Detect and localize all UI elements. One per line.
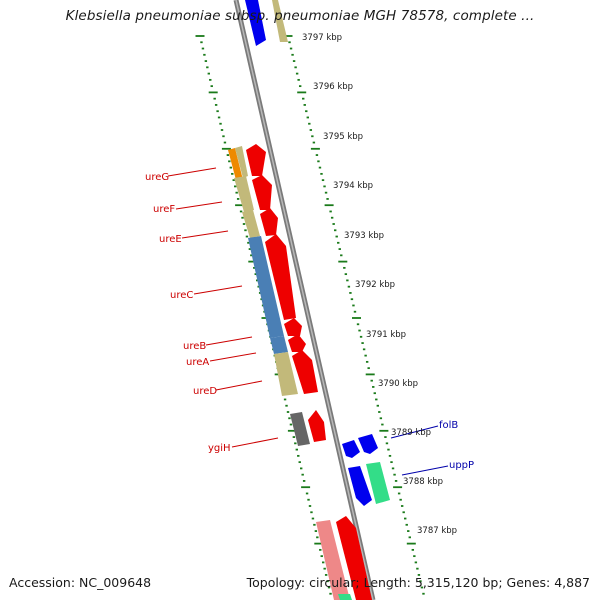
gene-features [228, 0, 390, 600]
ureA-cds[interactable] [288, 334, 306, 352]
ureB-steelblue[interactable] [270, 336, 288, 354]
ygiH-grey[interactable] [290, 412, 310, 446]
ruler-label-3793: 3793 kbp [344, 231, 384, 241]
gene-label-ureB: ureB [183, 341, 206, 352]
ureC-cds[interactable] [265, 234, 296, 320]
ygiH-cds[interactable] [308, 410, 326, 442]
ruler-label-3795: 3795 kbp [323, 132, 363, 142]
ruler-label-3797: 3797 kbp [302, 33, 342, 43]
gene-label-folB: folB [439, 420, 458, 431]
ureG-orange[interactable] [228, 148, 243, 180]
ruler-label-3796: 3796 kbp [313, 82, 353, 92]
bottom-pink-cds[interactable] [316, 520, 350, 600]
ureF-cds[interactable] [252, 175, 272, 210]
ruler-label-3788: 3788 kbp [403, 477, 443, 487]
gene-label-ureC: ureC [170, 290, 193, 301]
bottom-green-cds[interactable] [338, 594, 352, 600]
ureG-cds[interactable] [246, 144, 266, 176]
ruler-label-3794: 3794 kbp [333, 181, 373, 191]
gene-label-uppP: uppP [449, 460, 474, 471]
ureE-khaki[interactable] [242, 210, 260, 238]
gene-label-ygiH: ygiH [208, 443, 231, 454]
genome-summary-text: Topology: circular; Length: 5,315,120 bp… [246, 575, 590, 590]
ureC-steelblue[interactable] [248, 236, 284, 338]
ruler-labels: 3797 kbp 3796 kbp 3795 kbp 3794 kbp 3793… [302, 33, 457, 536]
map-title: Klebsiella pneumoniae subsp. pneumoniae … [65, 8, 535, 24]
gene-label-ureF: ureF [153, 204, 175, 215]
ruler-label-3792: 3792 kbp [355, 280, 395, 290]
ruler-label-3791: 3791 kbp [366, 330, 406, 340]
gene-leader-lines [167, 167, 449, 476]
ureE-cds[interactable] [260, 208, 278, 236]
gene-label-ureE: ureE [159, 234, 182, 245]
top-blue-cds[interactable] [245, 0, 266, 46]
ureB-cds[interactable] [284, 318, 302, 336]
ruler-label-3789: 3789 kbp [391, 428, 431, 438]
folB-cds-1[interactable] [342, 440, 360, 458]
uppP-cds[interactable] [348, 466, 372, 506]
gene-label-ureA: ureA [186, 357, 209, 368]
ruler-label-3787: 3787 kbp [417, 526, 457, 536]
gene-label-ureG: ureG [145, 172, 169, 183]
top-khaki-cds[interactable] [272, 0, 288, 42]
uppP-green[interactable] [366, 462, 390, 504]
gene-label-ureD: ureD [193, 386, 217, 397]
folB-cds-2[interactable] [358, 434, 378, 454]
accession-text: Accession: NC_009648 [9, 575, 152, 590]
ureD-khaki[interactable] [274, 352, 298, 396]
ureF-khaki[interactable] [234, 176, 254, 212]
gene-labels: ureG ureF ureE ureC ureB ureA ureD ygiH … [145, 172, 474, 471]
ureD-cds[interactable] [292, 350, 318, 394]
bottom-red-cds[interactable] [336, 516, 372, 600]
right-tick-track [283, 35, 425, 595]
ruler-label-3790: 3790 kbp [378, 379, 418, 389]
ureG-khaki[interactable] [235, 146, 248, 178]
